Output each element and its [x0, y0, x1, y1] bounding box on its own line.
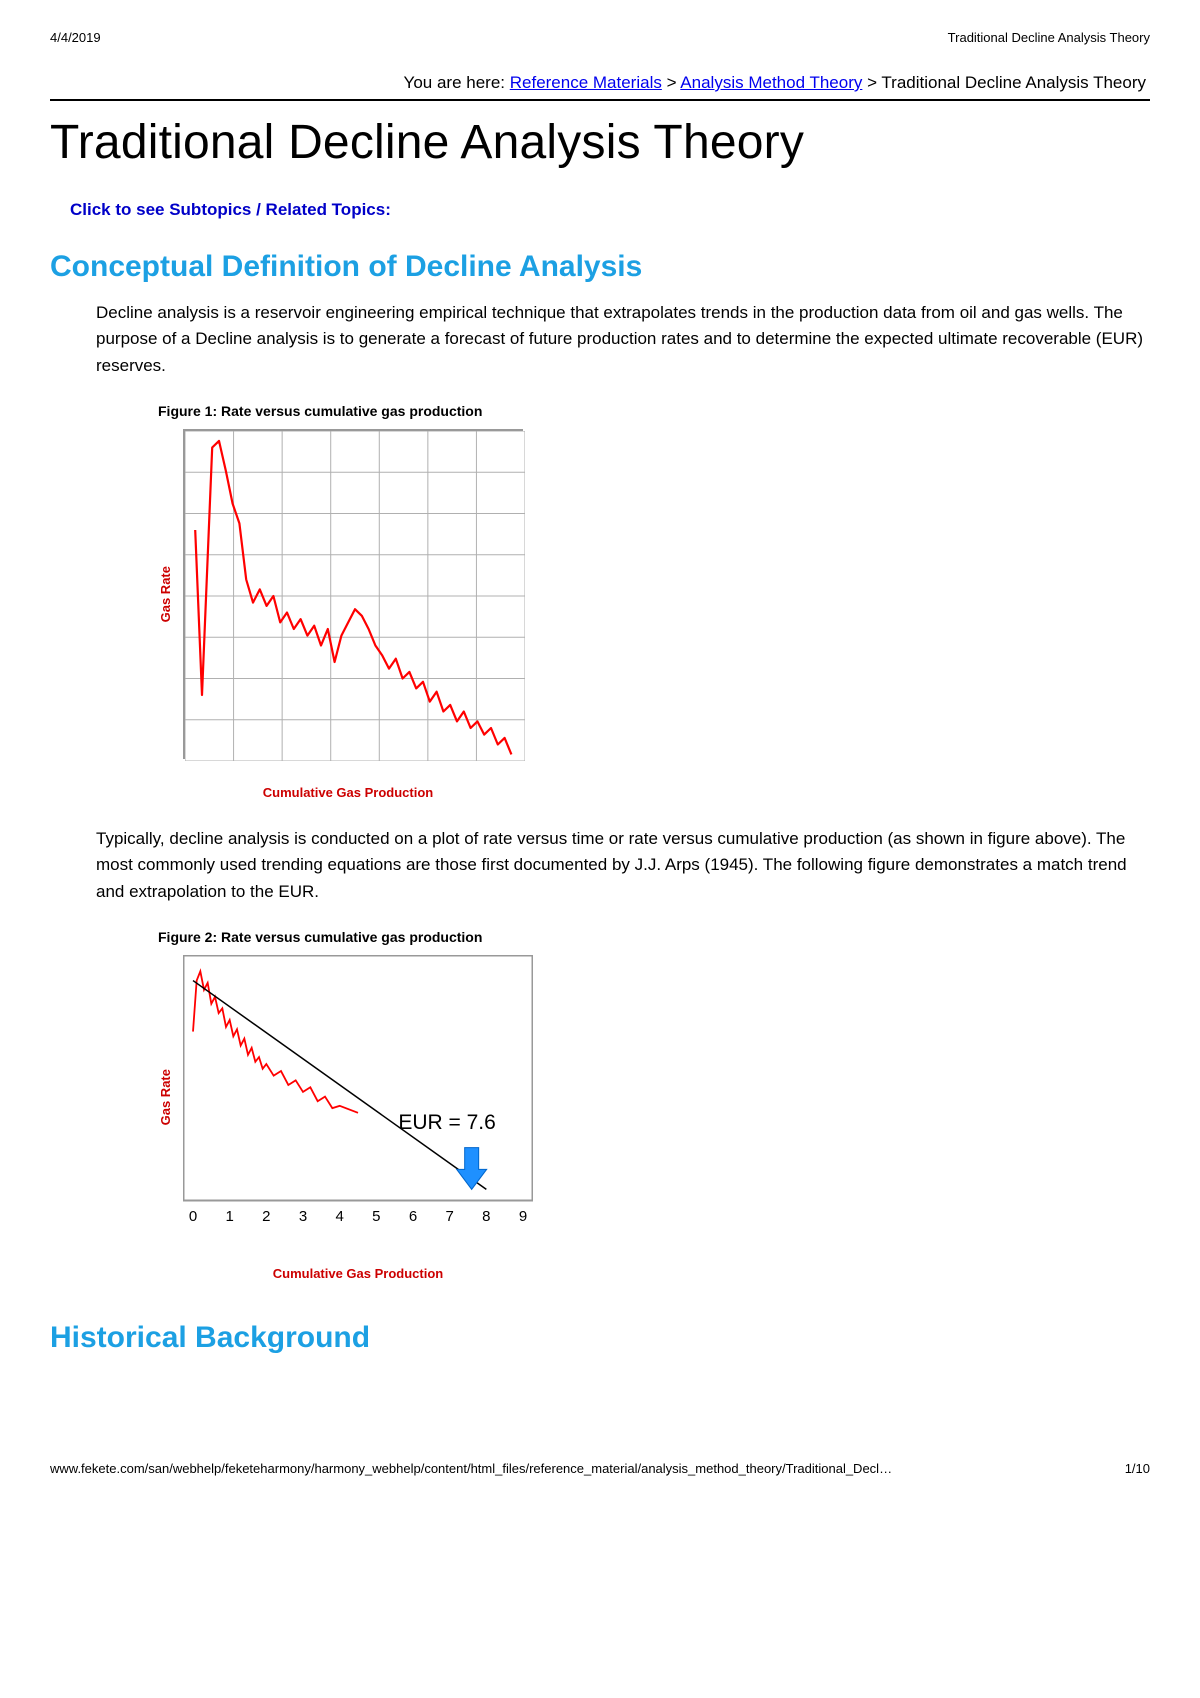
figure2-ylabel: Gas Rate — [158, 1069, 173, 1125]
page-title: Traditional Decline Analysis Theory — [50, 115, 1150, 170]
divider — [50, 99, 1150, 101]
print-footer: www.fekete.com/san/webhelp/feketeharmony… — [0, 1461, 1200, 1496]
figure2-chart: Gas Rate EUR = 7.6 0 1 2 3 4 5 6 7 8 9 — [158, 955, 1150, 1240]
svg-text:9: 9 — [519, 1208, 527, 1225]
figure1-ylabel: Gas Rate — [158, 566, 173, 622]
breadcrumb-link-reference[interactable]: Reference Materials — [510, 73, 662, 92]
svg-text:2: 2 — [262, 1208, 270, 1225]
svg-text:7: 7 — [445, 1208, 453, 1225]
footer-page: 1/10 — [1125, 1461, 1150, 1476]
svg-text:6: 6 — [409, 1208, 417, 1225]
footer-url: www.fekete.com/san/webhelp/feketeharmony… — [50, 1461, 892, 1476]
subtopics-toggle[interactable]: Click to see Subtopics / Related Topics: — [70, 200, 1150, 220]
print-date: 4/4/2019 — [50, 30, 101, 45]
print-title: Traditional Decline Analysis Theory — [948, 30, 1150, 45]
breadcrumb-tail: > Traditional Decline Analysis Theory — [862, 73, 1146, 92]
section-historical-heading: Historical Background — [50, 1321, 1150, 1355]
svg-text:0: 0 — [189, 1208, 197, 1225]
breadcrumb-prefix: You are here: — [404, 73, 510, 92]
figure1-chart: Gas Rate — [158, 429, 1150, 759]
print-header: 4/4/2019 Traditional Decline Analysis Th… — [50, 30, 1150, 45]
figure1-xlabel: Cumulative Gas Production — [178, 785, 518, 800]
breadcrumb-link-analysis[interactable]: Analysis Method Theory — [680, 73, 862, 92]
svg-text:3: 3 — [299, 1208, 307, 1225]
conceptual-para-1: Decline analysis is a reservoir engineer… — [96, 300, 1150, 379]
svg-text:EUR = 7.6: EUR = 7.6 — [398, 1111, 495, 1134]
breadcrumb: You are here: Reference Materials > Anal… — [50, 73, 1150, 93]
figure2-plot: EUR = 7.6 0 1 2 3 4 5 6 7 8 9 — [183, 955, 533, 1240]
figure1-plot — [183, 429, 523, 759]
svg-text:5: 5 — [372, 1208, 380, 1225]
conceptual-para-2: Typically, decline analysis is conducted… — [96, 826, 1150, 905]
svg-text:4: 4 — [335, 1208, 343, 1225]
figure1-caption: Figure 1: Rate versus cumulative gas pro… — [158, 403, 1150, 419]
section-conceptual-heading: Conceptual Definition of Decline Analysi… — [50, 250, 1150, 284]
svg-text:8: 8 — [482, 1208, 490, 1225]
svg-text:1: 1 — [225, 1208, 233, 1225]
figure2-caption: Figure 2: Rate versus cumulative gas pro… — [158, 929, 1150, 945]
figure2-xlabel: Cumulative Gas Production — [188, 1266, 528, 1281]
breadcrumb-sep1: > — [662, 73, 680, 92]
